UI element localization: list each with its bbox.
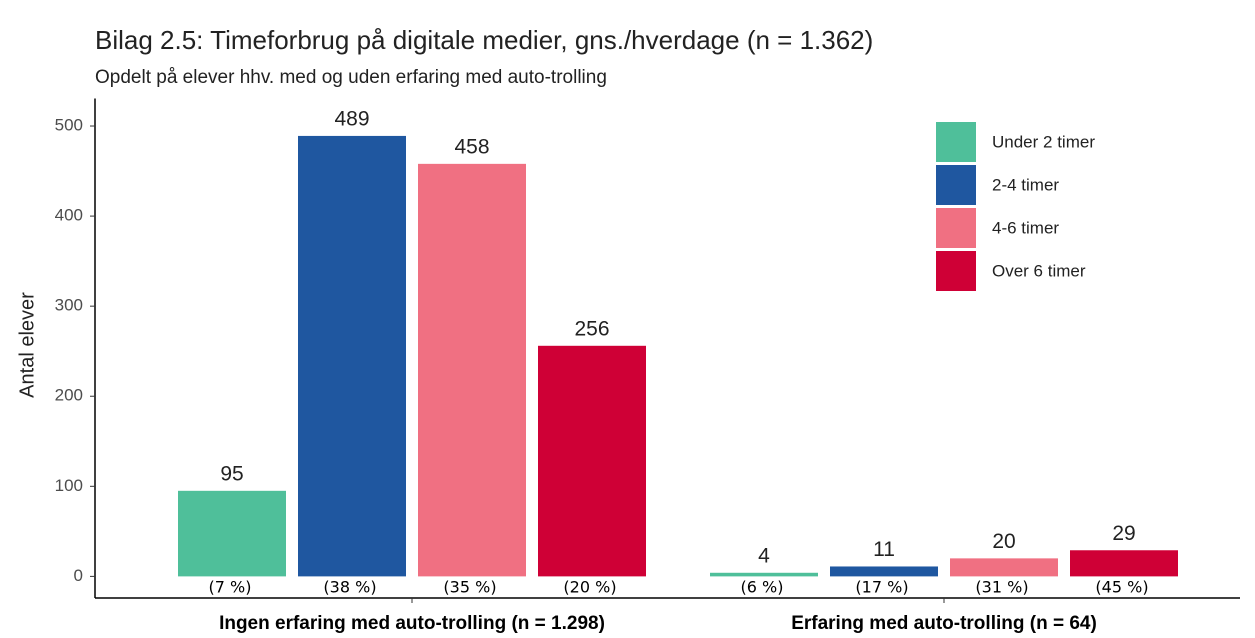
share-label: (35 %) xyxy=(443,578,496,597)
bar xyxy=(538,345,646,577)
bar xyxy=(830,566,938,577)
legend-label: 4-6 timer xyxy=(992,218,1059,237)
legend-label: Under 2 timer xyxy=(992,132,1095,151)
legend-label: 2-4 timer xyxy=(992,175,1059,194)
value-label: 4 xyxy=(758,544,770,567)
y-tick-label: 200 xyxy=(55,386,83,405)
x-tick-label: Ingen erfaring med auto-trolling (n = 1.… xyxy=(219,613,605,634)
value-label: 20 xyxy=(992,530,1015,553)
share-label: (6 %) xyxy=(741,578,784,597)
value-label: 489 xyxy=(334,107,369,130)
y-axis-label: Antal elever xyxy=(16,292,38,398)
bar xyxy=(1070,550,1178,577)
share-label: (20 %) xyxy=(563,578,616,597)
share-label: (45 %) xyxy=(1095,578,1148,597)
legend-swatch xyxy=(936,122,976,162)
chart-title: Bilag 2.5: Timeforbrug på digitale medie… xyxy=(95,25,873,55)
bar xyxy=(950,558,1058,577)
bar xyxy=(418,163,526,577)
x-tick-label: Erfaring med auto-trolling (n = 64) xyxy=(791,613,1097,634)
share-label: (17 %) xyxy=(855,578,908,597)
bar xyxy=(178,490,286,577)
y-tick-label: 300 xyxy=(55,296,83,315)
y-tick-label: 500 xyxy=(55,116,83,135)
share-label: (31 %) xyxy=(975,578,1028,597)
chart-subtitle: Opdelt på elever hhv. med og uden erfari… xyxy=(95,67,607,88)
bar xyxy=(710,572,818,577)
legend-swatch xyxy=(936,251,976,291)
legend-swatch xyxy=(936,165,976,205)
bar xyxy=(298,135,406,577)
y-tick-label: 0 xyxy=(74,566,83,585)
share-label: (7 %) xyxy=(209,578,252,597)
legend-swatch xyxy=(936,208,976,248)
y-tick-label: 400 xyxy=(55,206,83,225)
value-label: 11 xyxy=(873,538,895,561)
value-label: 256 xyxy=(574,317,609,340)
share-label: (38 %) xyxy=(323,578,376,597)
value-label: 29 xyxy=(1112,522,1135,545)
value-label: 95 xyxy=(220,462,243,485)
legend-label: Over 6 timer xyxy=(992,261,1086,280)
value-label: 458 xyxy=(454,135,489,158)
y-tick-label: 100 xyxy=(55,476,83,495)
